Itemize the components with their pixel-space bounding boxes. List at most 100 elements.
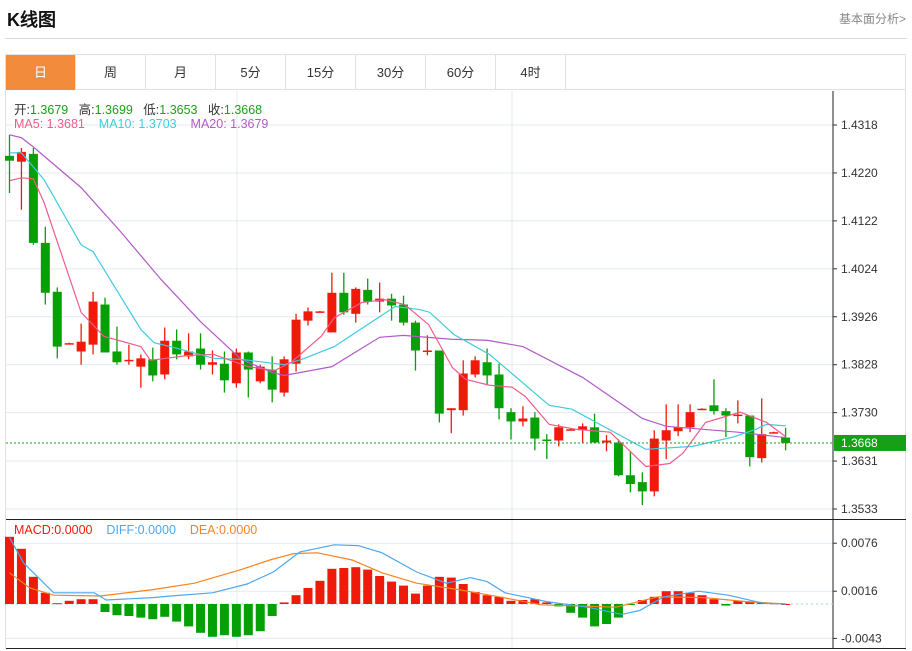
macd-info: MACD:0.0000 DIFF:0.0000 DEA:0.0000	[14, 523, 257, 537]
macd-bar	[28, 576, 38, 604]
close-label: 收:	[207, 103, 224, 117]
macd-bar	[470, 592, 480, 604]
candle-up	[64, 343, 74, 345]
candle-up	[16, 151, 26, 162]
candle-down	[112, 351, 122, 363]
ma5-line	[9, 177, 786, 468]
macd-bar	[697, 595, 707, 604]
open-value: 1.3679	[29, 103, 69, 117]
candle-down	[52, 291, 62, 347]
tab-30min[interactable]: 30分	[356, 55, 426, 90]
macd-bar	[327, 568, 337, 604]
tab-4hour[interactable]: 4时	[496, 55, 566, 90]
candle-down	[5, 155, 14, 161]
macd-bar	[160, 604, 170, 617]
macd-bar	[279, 602, 289, 604]
candle-up	[327, 292, 337, 333]
candle-down	[506, 412, 516, 422]
candle-up	[184, 351, 194, 357]
candle-down	[363, 289, 373, 302]
candle-down	[709, 405, 719, 412]
tab-day[interactable]: 日	[6, 55, 76, 90]
candle-down	[494, 374, 504, 409]
macd-bar	[446, 577, 456, 604]
tab-week[interactable]: 周	[76, 55, 146, 90]
macd-bar	[100, 604, 110, 612]
macd-bar	[112, 604, 122, 616]
fundamental-analysis-link[interactable]: 基本面分析>	[838, 12, 906, 26]
candle-down	[148, 359, 158, 376]
candle-up	[88, 301, 98, 345]
candle-up	[757, 434, 767, 459]
macd-tick-label: -0.0043	[841, 631, 882, 645]
ma10-value: MA10: 1.3703	[98, 117, 177, 131]
candle-up	[351, 288, 361, 314]
candle-down	[721, 411, 731, 416]
candle-down	[482, 362, 492, 376]
macd-bar	[387, 581, 397, 604]
macd-bar	[303, 588, 313, 604]
macd-bar	[16, 548, 26, 604]
macd-bar	[410, 593, 420, 604]
macd-bar	[124, 604, 134, 616]
macd-bar	[399, 585, 409, 604]
price-tick-label: 1.4024	[841, 262, 878, 276]
price-tick-label: 1.3926	[841, 310, 878, 324]
macd-bar	[315, 580, 325, 604]
candle-up	[661, 430, 671, 441]
macd-bar	[781, 604, 791, 605]
price-tick-label: 1.3730	[841, 406, 878, 420]
candle-up	[769, 432, 779, 434]
macd-tick-label: 0.0076	[841, 536, 878, 550]
macd-bar	[518, 600, 528, 604]
macd-bar	[566, 604, 576, 613]
macd-bar	[5, 536, 14, 604]
macd-bar	[267, 604, 277, 616]
open-label: 开:	[14, 103, 30, 117]
tab-month[interactable]: 月	[146, 55, 216, 90]
tab-60min[interactable]: 60分	[426, 55, 496, 90]
macd-bar	[339, 568, 349, 604]
macd-bar	[649, 596, 659, 604]
tab-15min[interactable]: 15分	[286, 55, 356, 90]
macd-bar	[637, 600, 647, 604]
candle-down	[542, 439, 552, 442]
macd-bar	[434, 576, 444, 604]
candle-up	[291, 319, 301, 364]
macd-bar	[602, 604, 611, 624]
macd-bar	[88, 599, 98, 604]
current-price-label: 1.3668	[841, 436, 878, 450]
candle-down	[339, 292, 349, 313]
tab-5min[interactable]: 5分	[216, 55, 286, 90]
macd-value: MACD:0.0000	[14, 523, 93, 537]
macd-bar	[243, 604, 253, 636]
diff-line	[8, 537, 786, 616]
candle-down	[530, 417, 540, 439]
macd-bar	[291, 595, 301, 604]
candle-down	[613, 442, 623, 476]
ma-info: MA5: 1.3681 MA10: 1.3703 MA20: 1.3679	[14, 117, 268, 131]
macd-bar	[219, 604, 229, 636]
candle-up	[566, 429, 576, 431]
candle-down	[219, 363, 229, 381]
candle-down	[40, 242, 50, 293]
close-value: 1.3668	[223, 103, 263, 117]
macd-bar	[745, 601, 755, 604]
macd-bar	[685, 592, 695, 604]
period-tabs: 日 周 月 5分 15分 30分 60分 4时	[5, 54, 906, 90]
macd-bar	[40, 592, 50, 604]
price-tick-label: 1.3631	[841, 454, 878, 468]
ohlc-info: 开:1.3679 高:1.3699 低:1.3653 收:1.3668	[14, 99, 262, 118]
candle-up	[124, 359, 134, 362]
candle-up	[518, 418, 528, 422]
macd-bar	[255, 604, 265, 632]
macd-bar	[422, 585, 432, 604]
dea-line	[9, 552, 786, 608]
candle-down	[172, 340, 182, 355]
price-tick-label: 1.3533	[841, 502, 878, 516]
low-label: 低:	[143, 103, 160, 117]
macd-bar	[207, 604, 217, 637]
macd-bar	[64, 600, 74, 604]
macd-bar	[375, 576, 385, 604]
